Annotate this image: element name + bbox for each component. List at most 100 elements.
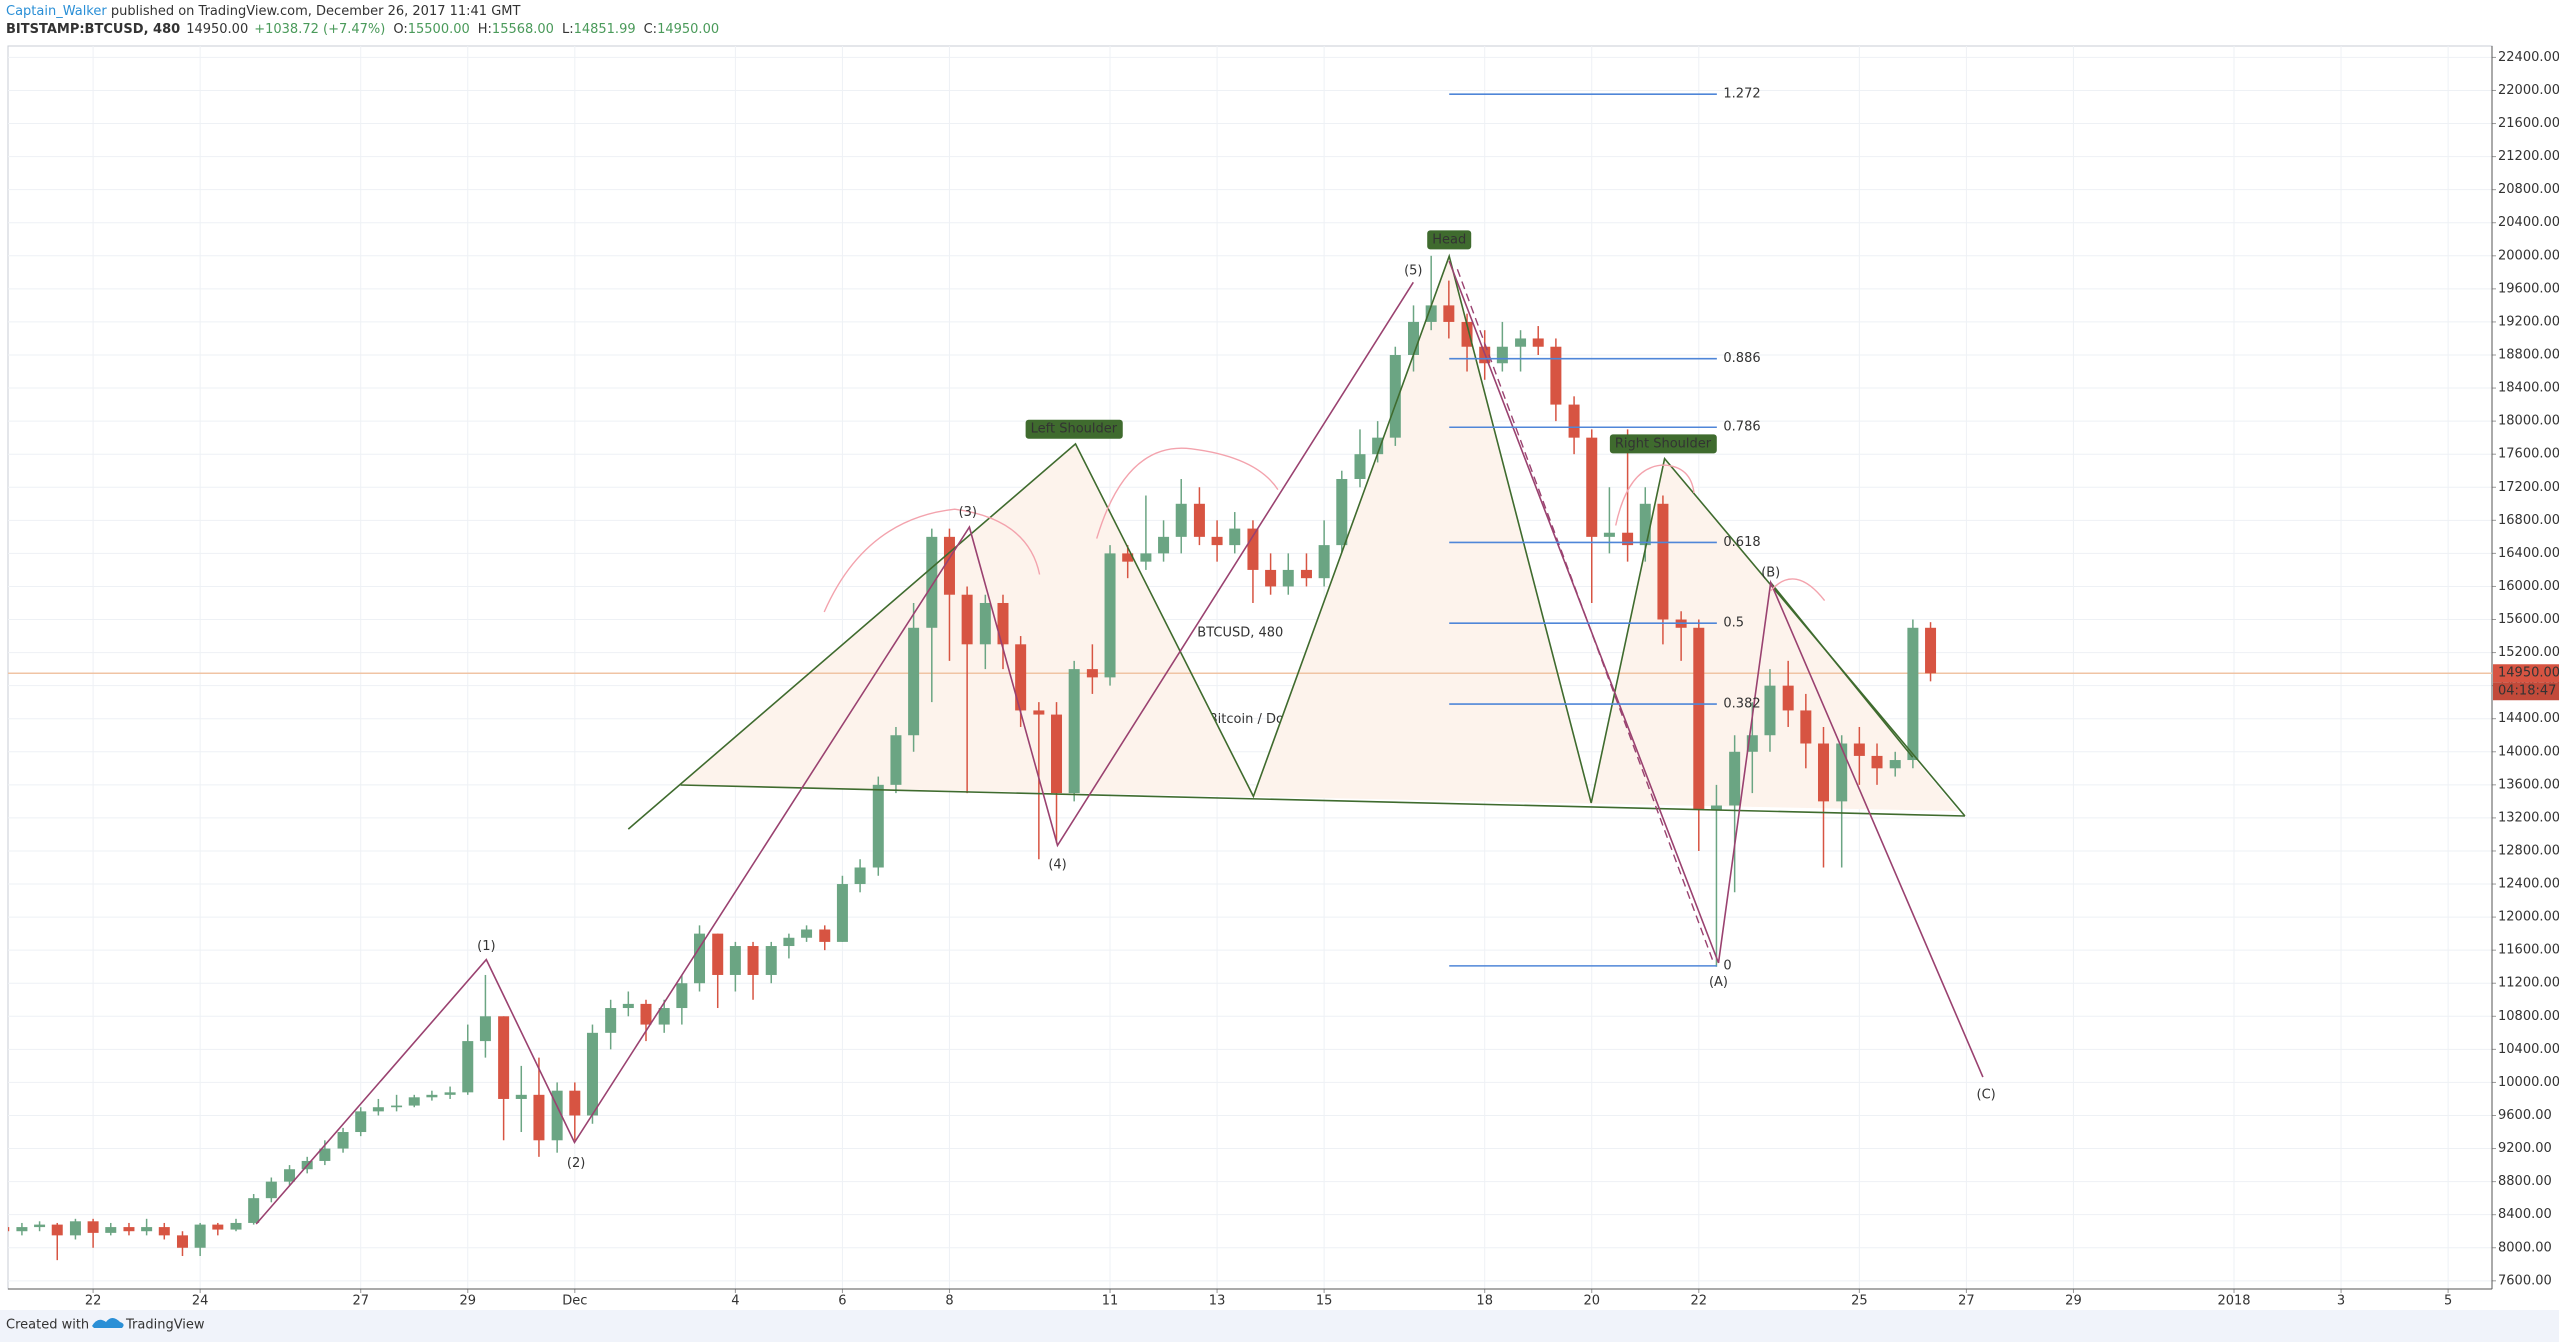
wave-label: (3)	[959, 505, 977, 520]
ohlc-value: 15500.00	[408, 22, 470, 37]
x-tick-label: 25	[1851, 1294, 1868, 1309]
candle-body	[1782, 685, 1794, 711]
candle-body	[533, 1094, 545, 1141]
wave-label: (1)	[477, 939, 495, 954]
ohlc-label: L:	[562, 22, 574, 37]
footer-brand[interactable]: TradingView	[125, 1318, 205, 1333]
candle-body	[1068, 669, 1080, 794]
candle-body	[1871, 755, 1883, 769]
ohlc-value: 14950.00	[657, 22, 719, 37]
ohlc-value: 14851.99	[574, 22, 636, 37]
ohlc-label: C:	[644, 22, 657, 37]
candle-body	[1764, 685, 1776, 736]
y-tick-label: 20400.00	[2498, 215, 2559, 230]
author-link[interactable]: Captain_Walker	[6, 4, 107, 19]
fib-label: 0	[1723, 958, 1731, 973]
y-tick-label: 16400.00	[2498, 546, 2559, 561]
candle-body	[712, 933, 724, 975]
symbol-line: BITSTAMP:BTCUSD, 480 14950.00 +1038.72 (+7…	[6, 22, 719, 37]
price-tag	[2493, 664, 2559, 683]
candle-body	[158, 1227, 170, 1236]
candle-body	[1140, 553, 1152, 562]
arc	[1770, 578, 1826, 602]
fib-label: 0.886	[1723, 351, 1760, 366]
candle-body	[943, 536, 955, 595]
wave-line	[255, 281, 1414, 1225]
candle-body	[979, 602, 991, 645]
y-tick-label: 21600.00	[2498, 116, 2559, 131]
y-tick-label: 7600.00	[2498, 1273, 2552, 1288]
header-line: Captain_Walker published on TradingView.…	[6, 4, 521, 19]
footer-band	[0, 1310, 2559, 1342]
candle-body	[8, 1227, 10, 1232]
pattern-fill	[680, 256, 1959, 812]
candle-body	[605, 1008, 617, 1033]
fib-label: 1.272	[1723, 87, 1760, 102]
candle-body	[961, 594, 973, 645]
candle-body	[658, 1008, 670, 1025]
ohlc: O:15500.00 H:15568.00 L:14851.99 C:14950.00	[393, 22, 719, 37]
y-tick-label: 9200.00	[2498, 1141, 2552, 1156]
candle-body	[426, 1094, 438, 1098]
candle-body	[1746, 735, 1758, 752]
candle-body	[1853, 743, 1865, 756]
candle-body	[1354, 454, 1366, 479]
candle-body	[1461, 321, 1473, 347]
y-tick-label: 19200.00	[2498, 314, 2559, 329]
arc	[1096, 447, 1279, 539]
y-tick-label: 18800.00	[2498, 347, 2559, 362]
y-tick-label: 11600.00	[2498, 943, 2559, 958]
y-tick-label: 10800.00	[2498, 1009, 2559, 1024]
candle-body	[176, 1235, 188, 1248]
wave-label: (B)	[1761, 565, 1780, 580]
candle-body	[1389, 354, 1401, 438]
y-tick-label: 12400.00	[2498, 877, 2559, 892]
candle-body	[1568, 404, 1580, 438]
candle-body	[87, 1221, 99, 1233]
x-tick-label: 2018	[2217, 1294, 2250, 1309]
candle-body	[1175, 503, 1187, 537]
candle-body	[890, 735, 902, 785]
candle-body	[212, 1224, 224, 1230]
candle-body	[997, 602, 1009, 645]
x-tick-label: 24	[192, 1294, 209, 1309]
y-tick-label: 13200.00	[2498, 810, 2559, 825]
candle-body	[1496, 346, 1508, 364]
arc	[1615, 464, 1695, 526]
y-tick-label: 18000.00	[2498, 414, 2559, 429]
candle-body	[355, 1111, 367, 1133]
fib-label: 0.618	[1723, 535, 1760, 550]
candle-body	[854, 867, 866, 885]
candle-body	[1086, 669, 1098, 678]
candle-body	[1515, 338, 1527, 347]
candle-body	[337, 1132, 349, 1149]
candle-body	[872, 784, 884, 868]
candle-body	[1889, 760, 1901, 769]
candle-body	[16, 1227, 28, 1232]
fib-label: 0.382	[1723, 697, 1760, 712]
hs-line	[627, 253, 1966, 830]
candle-body	[908, 627, 920, 736]
x-tick-label: 27	[352, 1294, 369, 1309]
candle-body	[1282, 569, 1294, 587]
y-tick-label: 22000.00	[2498, 83, 2559, 98]
y-tick-label: 12800.00	[2498, 843, 2559, 858]
y-tick-label: 20800.00	[2498, 182, 2559, 197]
y-tick-label: 21200.00	[2498, 149, 2559, 164]
x-tick-label: 29	[2065, 1294, 2082, 1309]
candle-body	[194, 1224, 206, 1248]
y-tick-label: 10400.00	[2498, 1042, 2559, 1057]
pattern-label: Head	[1432, 232, 1466, 247]
candle-body	[926, 536, 938, 628]
candle-body	[1800, 710, 1812, 744]
y-tick-label: 16000.00	[2498, 579, 2559, 594]
candle-body	[248, 1198, 260, 1223]
fib-label: 0.5	[1723, 616, 1744, 631]
candle-body	[105, 1227, 117, 1233]
candle-body	[479, 1016, 491, 1042]
candle-body	[123, 1227, 135, 1232]
y-tick-label: 14400.00	[2498, 711, 2559, 726]
ohlc-label: H:	[478, 22, 492, 37]
